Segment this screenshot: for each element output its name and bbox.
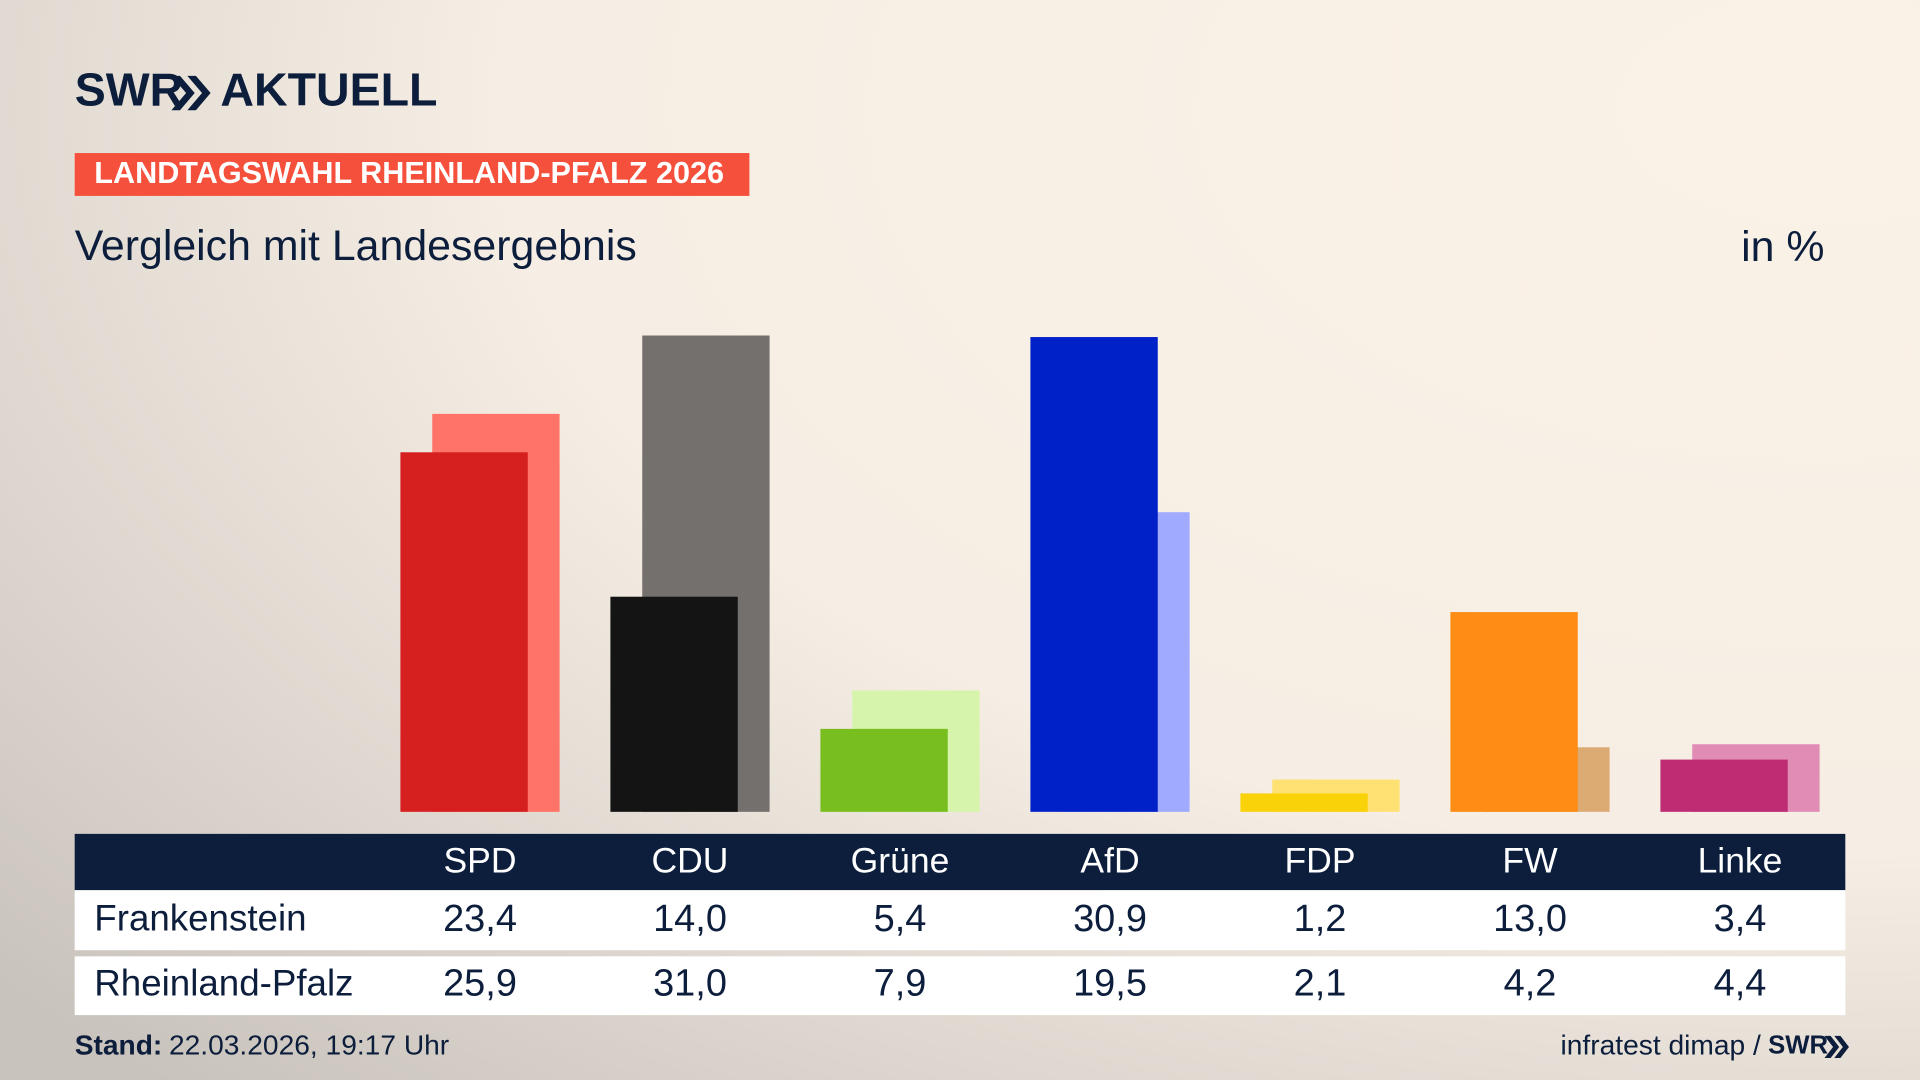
value-label: 1,2 bbox=[1294, 898, 1347, 940]
kicker: LANDTAGSWAHL RHEINLAND-PFALZ 2026 bbox=[94, 156, 724, 190]
bar bbox=[400, 452, 528, 812]
value-label: 19,5 bbox=[1073, 963, 1147, 1005]
value-label: 30,9 bbox=[1073, 898, 1147, 940]
table-header bbox=[74, 833, 1846, 891]
category-label: Linke bbox=[1698, 841, 1783, 881]
source: infratest dimap / bbox=[1561, 1029, 1761, 1060]
category-label: FDP bbox=[1285, 841, 1356, 881]
value-label: 25,9 bbox=[443, 963, 517, 1005]
category-label: Grüne bbox=[851, 841, 950, 881]
bars bbox=[400, 335, 1820, 812]
value-label: 5,4 bbox=[874, 898, 927, 940]
value-label: 4,2 bbox=[1504, 963, 1557, 1005]
value-label: 7,9 bbox=[874, 963, 927, 1005]
brand-product: AKTUELL bbox=[220, 63, 437, 115]
value-label: 14,0 bbox=[653, 898, 727, 940]
source-chevrons bbox=[1824, 1035, 1849, 1058]
bar bbox=[820, 728, 948, 812]
chart-title: Vergleich mit Landesergebnis bbox=[75, 222, 637, 270]
category-label: CDU bbox=[652, 841, 729, 881]
bar bbox=[1030, 337, 1158, 812]
table-row bbox=[74, 890, 1846, 951]
bar bbox=[1660, 759, 1788, 812]
value-label: 23,4 bbox=[443, 898, 517, 940]
kicker-band bbox=[74, 153, 750, 196]
category-label: SPD bbox=[443, 841, 516, 881]
series-name: Rheinland-Pfalz bbox=[94, 962, 353, 1003]
brand: SWR bbox=[75, 63, 184, 115]
value-label: 2,1 bbox=[1294, 963, 1347, 1005]
bar bbox=[1240, 793, 1368, 812]
stand: 22.03.2026, 19:17 Uhr bbox=[169, 1029, 449, 1060]
stand-label: Stand: bbox=[75, 1029, 163, 1060]
value-label: 31,0 bbox=[653, 963, 727, 1005]
brand-chevrons bbox=[171, 75, 211, 111]
category-label: FW bbox=[1502, 841, 1558, 881]
series-name: Frankenstein bbox=[94, 898, 306, 939]
value-label: 4,4 bbox=[1714, 963, 1767, 1005]
source-brand: SWR bbox=[1768, 1032, 1828, 1060]
value-label: 3,4 bbox=[1714, 898, 1767, 940]
value-label: 13,0 bbox=[1493, 898, 1567, 940]
bar bbox=[1450, 612, 1578, 812]
unit-label: in % bbox=[1741, 223, 1824, 271]
table: SPD 23,4 25,9 CDU 14,0 31,0 Grüne 5,4 7,9 AfD 30,9… bbox=[94, 841, 1782, 1005]
bar bbox=[610, 596, 738, 812]
table-row bbox=[74, 956, 1846, 1016]
category-label: AfD bbox=[1080, 841, 1139, 881]
